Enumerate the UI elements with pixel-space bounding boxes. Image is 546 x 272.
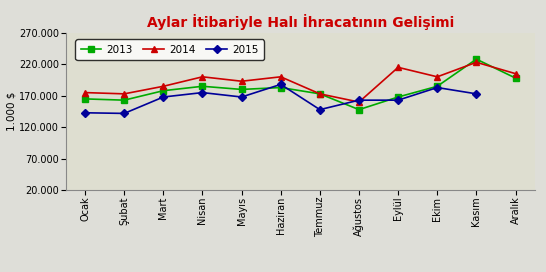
2013 (512, 76, 519, 80)
2014 (82, 91, 88, 94)
2014 (434, 75, 441, 78)
2015 (160, 95, 167, 99)
2013 (239, 88, 245, 91)
2014 (199, 75, 206, 78)
2014 (395, 66, 401, 69)
Legend: 2013, 2014, 2015: 2013, 2014, 2015 (75, 39, 264, 60)
2015 (82, 111, 88, 115)
2014 (277, 75, 284, 78)
2013 (121, 98, 128, 102)
Title: Aylar İtibariyle Halı İhracatının Gelişimi: Aylar İtibariyle Halı İhracatının Gelişi… (147, 14, 454, 30)
2014 (160, 85, 167, 88)
2014 (121, 92, 128, 95)
2014 (239, 80, 245, 83)
2013 (473, 57, 479, 61)
2013 (434, 85, 441, 88)
Line: 2013: 2013 (82, 56, 518, 112)
2015 (356, 98, 363, 102)
2015 (317, 108, 323, 111)
2015 (473, 92, 479, 95)
2013 (317, 92, 323, 95)
2013 (395, 95, 401, 99)
2014 (512, 72, 519, 75)
Line: 2015: 2015 (82, 82, 479, 116)
2014 (317, 92, 323, 95)
2014 (356, 100, 363, 104)
2013 (82, 97, 88, 101)
2015 (277, 83, 284, 86)
Y-axis label: 1.000 $: 1.000 $ (7, 92, 16, 131)
2015 (239, 95, 245, 99)
2013 (199, 85, 206, 88)
2013 (356, 108, 363, 111)
2015 (434, 86, 441, 89)
2013 (160, 89, 167, 92)
2014 (473, 61, 479, 64)
2015 (199, 91, 206, 94)
2015 (121, 112, 128, 115)
Line: 2014: 2014 (82, 60, 518, 105)
2013 (277, 86, 284, 89)
2015 (395, 98, 401, 102)
